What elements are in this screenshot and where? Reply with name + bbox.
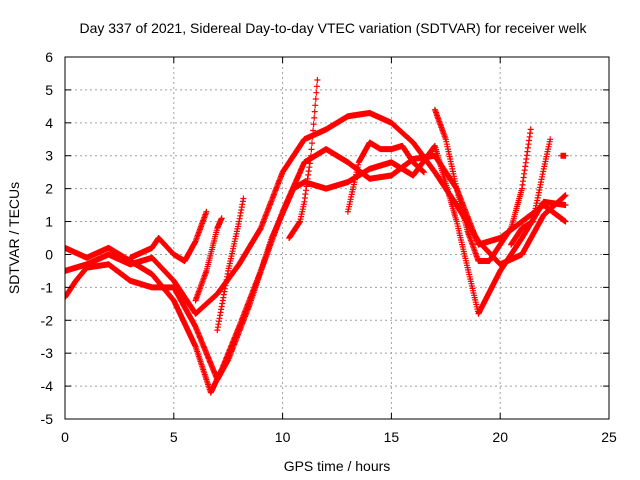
y-tick-label: 3: [45, 148, 53, 164]
data-points: [65, 77, 569, 396]
sdtvar-track: [192, 215, 225, 304]
ticks: [64, 56, 610, 420]
sdtvar-track: [344, 139, 427, 215]
y-tick-label: -4: [41, 378, 54, 394]
y-tick-label: 1: [45, 214, 53, 230]
sdtvar-track: [508, 136, 554, 248]
x-tick-label: 20: [492, 429, 508, 445]
sdtvar-track: [127, 208, 210, 264]
sdtvar-track: [558, 152, 569, 159]
x-tick-label: 0: [61, 429, 69, 445]
sdtvar-track: [214, 195, 247, 334]
y-tick-label: -1: [41, 279, 54, 295]
sdtvar-track: [286, 77, 321, 241]
y-tick-label: -2: [41, 312, 54, 328]
chart-title: Day 337 of 2021, Sidereal Day-to-day VTE…: [79, 20, 587, 36]
y-tick-label: 6: [45, 49, 53, 65]
y-tick-labels: -5 -4 -3 -2 -1 0 1 2 3 4 5 6: [41, 49, 54, 427]
y-tick-label: 2: [45, 181, 53, 197]
x-tick-labels: 0 5 10 15 20 25: [61, 429, 617, 445]
x-tick-label: 15: [384, 429, 400, 445]
x-tick-label: 25: [601, 429, 617, 445]
y-tick-label: 4: [45, 115, 53, 131]
plot-frame: [64, 56, 610, 420]
x-axis-label: GPS time / hours: [284, 458, 391, 474]
x-tick-label: 10: [275, 429, 291, 445]
y-tick-label: 0: [45, 246, 53, 262]
y-tick-label: -3: [41, 345, 54, 361]
y-tick-label: -5: [41, 411, 54, 427]
y-axis-label: SDTVAR / TECUs: [6, 182, 22, 294]
y-tick-label: 5: [45, 82, 53, 98]
sdtvar-track: [65, 142, 569, 383]
x-tick-label: 5: [170, 429, 178, 445]
grid: [65, 57, 609, 419]
sdtvar-track: [431, 106, 534, 264]
